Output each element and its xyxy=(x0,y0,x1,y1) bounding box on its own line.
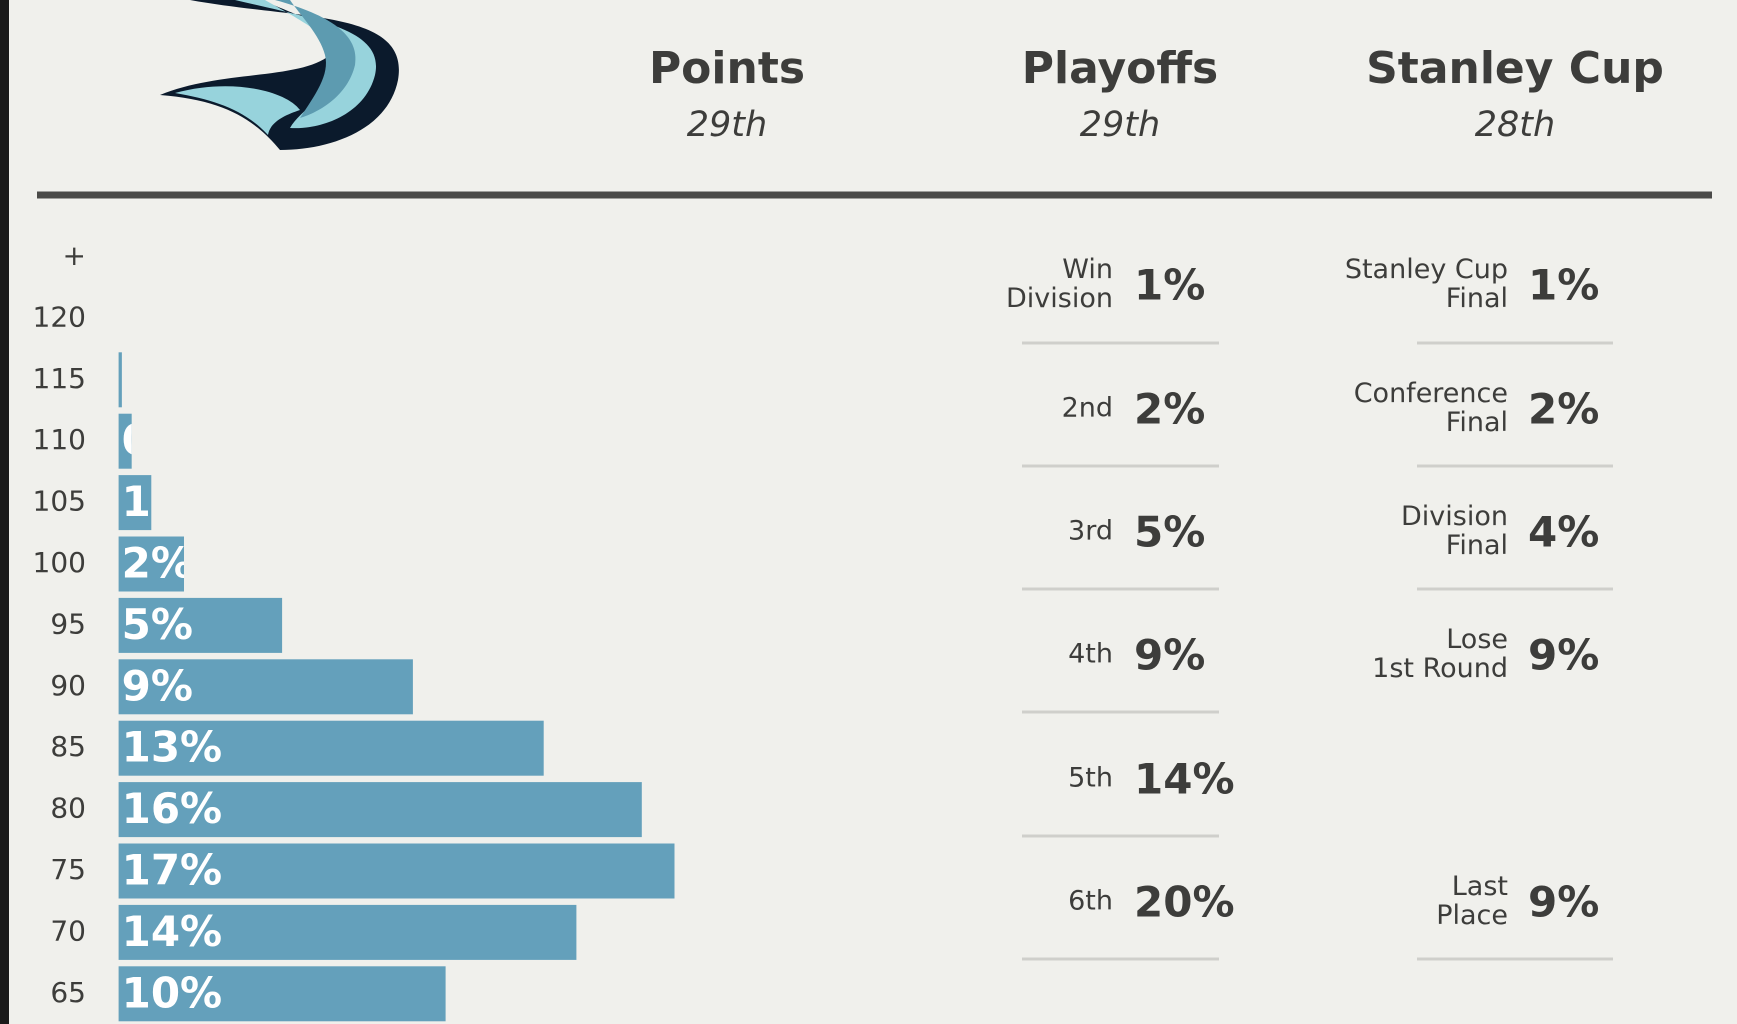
odds-label: 3rd xyxy=(1068,516,1113,547)
bar xyxy=(118,720,544,776)
bar-value-label: 14% xyxy=(122,907,223,956)
odds-value: 14% xyxy=(1134,755,1235,804)
bar-value-label: 2% xyxy=(122,539,193,588)
odds-value: 2% xyxy=(1134,385,1205,434)
bar xyxy=(118,536,184,592)
y-tick-label: 110 xyxy=(33,423,86,456)
odds-label: Division xyxy=(1006,283,1113,314)
y-tick-label: + xyxy=(63,239,86,272)
bar-value-label: 13% xyxy=(122,723,223,772)
bar xyxy=(118,413,132,469)
odds-label: Place xyxy=(1436,900,1508,931)
bar-value-label: 16% xyxy=(122,784,223,833)
y-tick-label: 100 xyxy=(33,546,86,579)
odds-label: Conference xyxy=(1354,378,1508,409)
odds-value: 1% xyxy=(1134,261,1205,310)
bar-value-label: 0% xyxy=(122,416,193,465)
odds-label: Final xyxy=(1446,530,1508,561)
y-tick-label: 115 xyxy=(33,362,86,395)
odds-value: 1% xyxy=(1528,261,1599,310)
odds-value: 9% xyxy=(1528,878,1599,927)
bar xyxy=(118,352,122,408)
odds-label: Stanley Cup xyxy=(1345,254,1508,285)
bar-value-label: 17% xyxy=(122,846,223,895)
odds-label: 2nd xyxy=(1062,393,1113,424)
bar xyxy=(118,843,675,899)
bar-value-label: 5% xyxy=(122,600,193,649)
odds-label: Final xyxy=(1446,407,1508,438)
y-tick-label: 80 xyxy=(50,792,86,825)
bar-value-label: 1% xyxy=(122,477,193,526)
team-logo xyxy=(160,0,399,150)
y-tick-label: 65 xyxy=(50,976,86,1009)
bar xyxy=(118,782,642,838)
odds-label: Division xyxy=(1401,501,1508,532)
odds-value: 9% xyxy=(1528,631,1599,680)
bar-value-label: 9% xyxy=(122,661,193,710)
y-tick-label: 70 xyxy=(50,914,86,947)
odds-label: 6th xyxy=(1068,886,1113,917)
y-tick-label: 120 xyxy=(33,300,86,333)
odds-value: 20% xyxy=(1134,878,1235,927)
odds-value: 5% xyxy=(1134,508,1205,557)
odds-label: 4th xyxy=(1068,639,1113,670)
odds-label: Win xyxy=(1062,254,1113,285)
bar xyxy=(118,904,577,960)
y-tick-label: 85 xyxy=(50,730,86,763)
y-tick-label: 105 xyxy=(33,485,86,518)
bar-value-label: 10% xyxy=(122,968,223,1017)
odds-value: 4% xyxy=(1528,508,1599,557)
stat-label: Playoffs xyxy=(1022,43,1218,94)
odds-label: 5th xyxy=(1068,763,1113,794)
stat-rank: 29th xyxy=(687,105,767,145)
odds-label: Final xyxy=(1446,283,1508,314)
y-tick-label: 95 xyxy=(50,607,86,640)
odds-label: 1st Round xyxy=(1372,653,1508,684)
bar xyxy=(118,659,413,715)
bar xyxy=(118,597,283,653)
odds-label: Lose xyxy=(1446,624,1508,655)
stat-rank: 28th xyxy=(1475,105,1555,145)
stat-label: Stanley Cup xyxy=(1366,43,1664,94)
bar xyxy=(118,966,446,1022)
odds-value: 9% xyxy=(1134,631,1205,680)
left-border xyxy=(0,0,9,1024)
y-tick-label: 75 xyxy=(50,853,86,886)
odds-label: Last xyxy=(1452,871,1508,902)
stat-rank: 29th xyxy=(1080,105,1160,145)
y-tick-label: 90 xyxy=(50,669,86,702)
stat-label: Points xyxy=(649,43,805,94)
bar xyxy=(118,475,152,531)
odds-value: 2% xyxy=(1528,385,1599,434)
